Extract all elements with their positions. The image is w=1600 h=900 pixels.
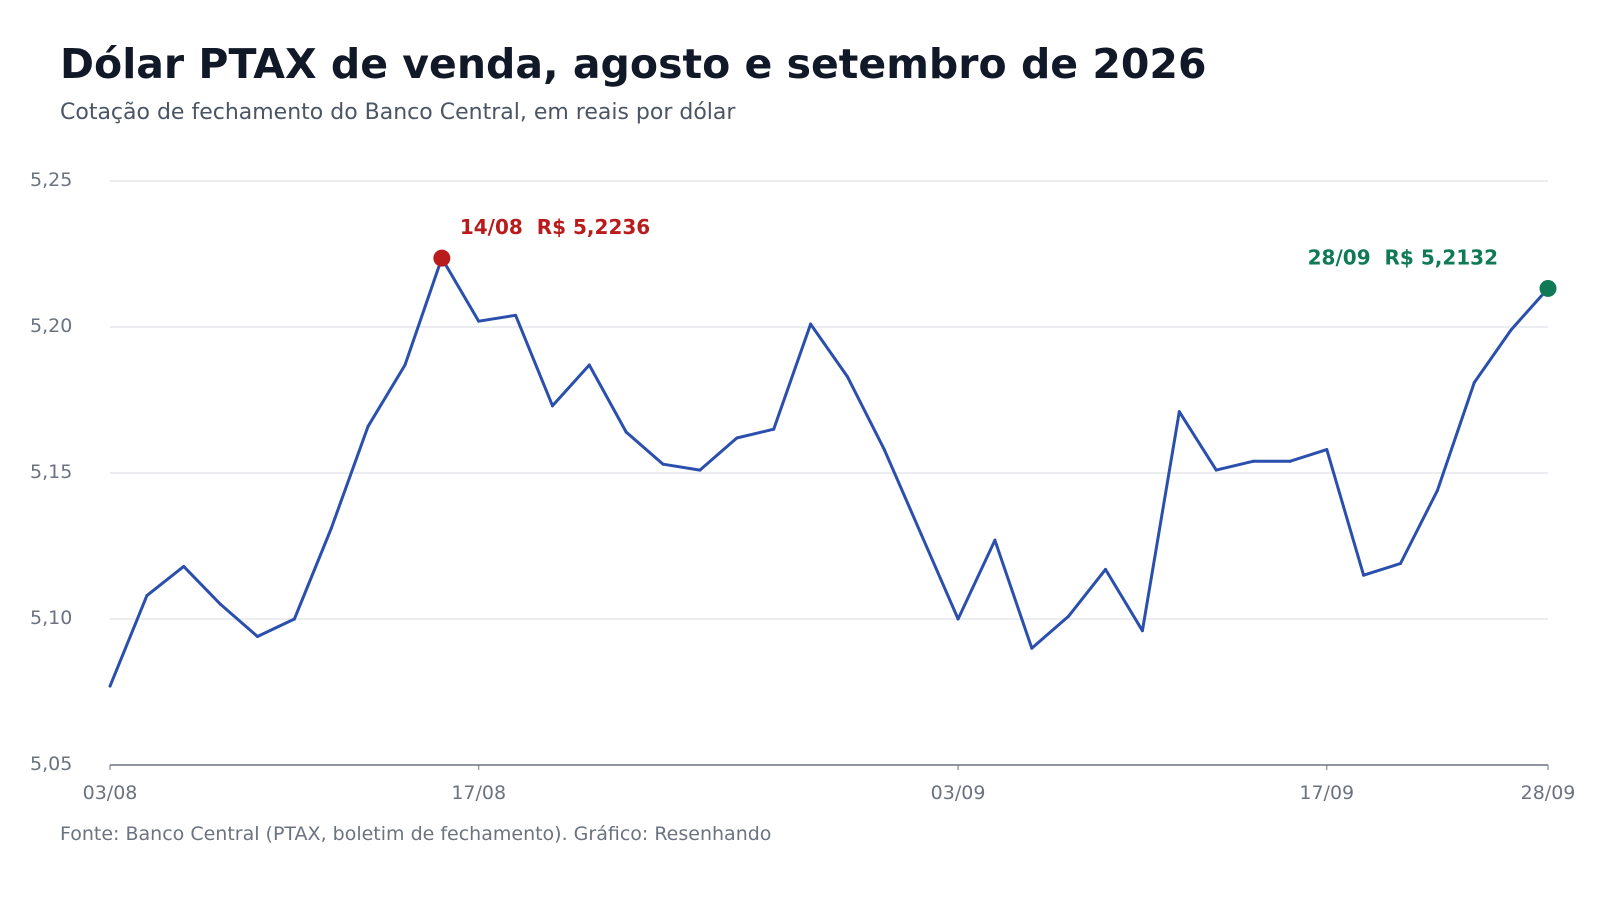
data-point <box>1325 448 1329 452</box>
data-point <box>956 617 960 621</box>
x-tick-label: 28/09 <box>1521 782 1576 804</box>
data-point <box>1399 562 1403 566</box>
data-point <box>698 468 702 472</box>
chart-title: Dólar PTAX de venda, agosto e setembro d… <box>60 40 1207 88</box>
y-tick-label: 5,20 <box>30 315 72 337</box>
x-tick-label: 03/08 <box>83 782 138 804</box>
y-tick-label: 5,15 <box>30 461 72 483</box>
data-point <box>1177 410 1181 414</box>
data-point <box>1435 489 1439 493</box>
annotations: 14/08 R$ 5,2236 28/09 R$ 5,2132 <box>433 215 1557 297</box>
source-note: Fonte: Banco Central (PTAX, boletim de f… <box>60 823 772 845</box>
data-point <box>882 448 886 452</box>
grid-lines <box>110 180 1548 620</box>
data-point <box>1140 629 1144 633</box>
max-marker <box>433 249 451 267</box>
series-line <box>108 256 1550 687</box>
data-point <box>1251 459 1255 463</box>
data-point <box>550 404 554 408</box>
x-axis-ticks: 03/08 17/08 03/09 17/09 28/09 <box>83 765 1576 804</box>
x-tick-label: 03/09 <box>931 782 986 804</box>
data-point <box>182 564 186 568</box>
data-point <box>735 436 739 440</box>
data-point <box>403 363 407 367</box>
data-point <box>624 430 628 434</box>
data-point <box>255 635 259 639</box>
data-point <box>219 602 223 606</box>
data-point <box>587 363 591 367</box>
data-point <box>1030 646 1034 650</box>
data-point <box>1067 614 1071 618</box>
x-tick-label: 17/09 <box>1299 782 1354 804</box>
data-point <box>108 684 112 688</box>
data-point <box>993 538 997 542</box>
data-point <box>772 427 776 431</box>
data-point <box>1104 567 1108 571</box>
y-tick-label: 5,05 <box>30 753 72 775</box>
x-tick-label: 17/08 <box>451 782 506 804</box>
max-annotation-label: 14/08 R$ 5,2236 <box>460 215 650 239</box>
data-point <box>292 617 296 621</box>
data-point <box>919 532 923 536</box>
data-point <box>145 594 149 598</box>
data-point <box>845 375 849 379</box>
y-tick-label: 5,10 <box>30 607 72 629</box>
data-point <box>329 526 333 530</box>
y-axis-ticks: 5,05 5,10 5,15 5,20 5,25 <box>30 169 72 775</box>
last-annotation-label: 28/09 R$ 5,2132 <box>1308 245 1498 269</box>
data-point <box>366 424 370 428</box>
last-marker <box>1539 279 1557 297</box>
data-point <box>661 462 665 466</box>
data-point <box>514 313 518 317</box>
data-point <box>1509 328 1513 332</box>
data-point <box>477 319 481 323</box>
data-point <box>1214 468 1218 472</box>
data-point <box>809 322 813 326</box>
data-point <box>1288 459 1292 463</box>
y-tick-label: 5,25 <box>30 169 72 191</box>
data-points <box>108 256 1550 688</box>
data-point <box>1472 380 1476 384</box>
chart-subtitle: Cotação de fechamento do Banco Central, … <box>60 100 736 125</box>
data-point <box>1362 573 1366 577</box>
